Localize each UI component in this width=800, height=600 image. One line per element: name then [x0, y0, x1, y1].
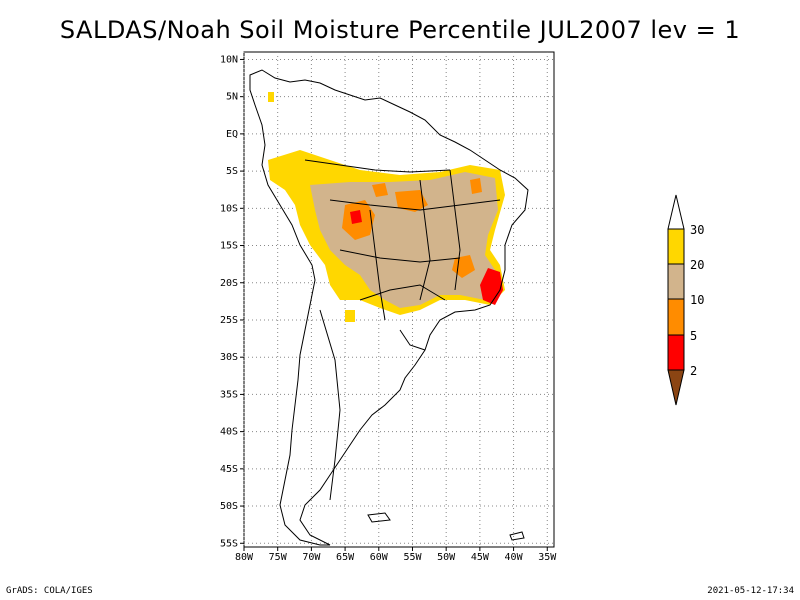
falkland-islands: [367, 512, 391, 523]
lon-tick-label: 50W: [437, 552, 456, 563]
lon-tick-label: 75W: [269, 552, 288, 563]
lon-tick-label: 40W: [505, 552, 524, 563]
country-border: [339, 249, 461, 263]
legend-bin-20-30: [667, 228, 685, 265]
lat-tick-label: 50S: [220, 501, 238, 512]
coastline-borders: [249, 69, 529, 546]
legend-bin-2-5: [667, 334, 685, 371]
lat-tick-label: 55S: [220, 538, 238, 549]
lon-tick-label: 55W: [403, 552, 422, 563]
lat-tick-label: 5S: [226, 166, 238, 177]
lat-tick-label: 15S: [220, 241, 238, 252]
map-title: SALDAS/Noah Soil Moisture Percentile JUL…: [59, 16, 741, 44]
legend-label-2: 2: [690, 364, 697, 378]
lon-tick-label: 35W: [538, 552, 557, 563]
lat-tick-label: 10S: [220, 203, 238, 214]
footer-credit: GrADS: COLA/IGES: [6, 586, 93, 596]
island-outline: [509, 531, 525, 541]
lat-tick-label: 40S: [220, 427, 238, 438]
legend-label-20: 20: [690, 258, 704, 272]
legend-label-30: 30: [690, 223, 704, 237]
lon-tick-label: 65W: [336, 552, 355, 563]
country-border: [329, 199, 501, 211]
shade-10-20-patch: [268, 92, 274, 102]
lat-tick-label: 10N: [220, 54, 238, 65]
shade-10-20-patch: [345, 310, 355, 322]
country-border: [319, 309, 341, 501]
shade-5-10-patch: [452, 255, 475, 278]
latitude-labels: 10N 5N EQ 5S 10S 15S 20S 25S 30S 35S 40S 45S 50S 55S: [220, 54, 238, 549]
lat-tick-label: 35S: [220, 389, 238, 400]
lon-tick-label: 80W: [235, 552, 254, 563]
lat-tick-label: EQ: [226, 129, 238, 140]
lon-tick-label: 60W: [370, 552, 389, 563]
legend-colorbar: 30 20 10 5 2: [667, 194, 704, 406]
legend-label-10: 10: [690, 293, 704, 307]
shade-5-10-patch: [470, 178, 482, 194]
country-border: [419, 179, 431, 301]
footer-timestamp: 2021-05-12-17:34: [707, 586, 794, 596]
shade-5-10-patch: [395, 190, 428, 212]
lon-tick-label: 70W: [302, 552, 321, 563]
lat-tick-label: 45S: [220, 464, 238, 475]
lat-tick-label: 30S: [220, 352, 238, 363]
country-border: [304, 159, 451, 173]
legend-label-5: 5: [690, 329, 697, 343]
legend-bin-10-20: [667, 263, 685, 300]
legend-bin-below-2: [667, 369, 685, 406]
country-border: [369, 209, 386, 321]
shade-2-5-patch: [480, 268, 503, 305]
shade-5-10-patch: [372, 183, 388, 197]
lat-tick-label: 25S: [220, 315, 238, 326]
south-america-coastline: [249, 69, 529, 546]
lon-tick-label: 45W: [471, 552, 490, 563]
legend-bin-5-10: [667, 298, 685, 336]
shade-2-5-patch: [350, 210, 362, 224]
country-border: [399, 329, 426, 351]
legend-bin-above-30: [667, 194, 685, 230]
country-border: [359, 284, 446, 301]
country-border: [449, 169, 461, 291]
lat-tick-label: 5N: [226, 92, 238, 103]
longitude-labels: 80W 75W 70W 65W 60W 55W 50W 45W 40W 35W: [235, 552, 557, 563]
map-gridlines: [240, 52, 554, 551]
lat-tick-label: 20S: [220, 278, 238, 289]
